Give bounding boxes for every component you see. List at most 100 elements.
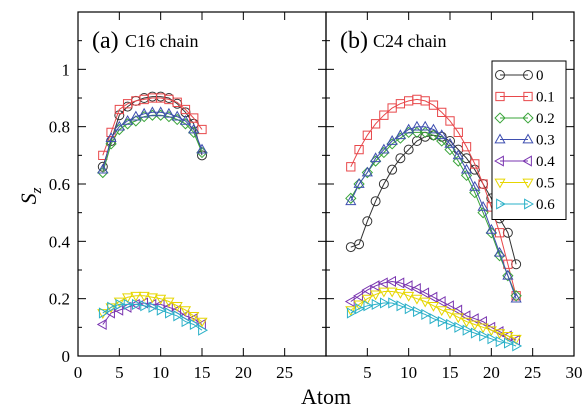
data-point-0: [461, 153, 472, 164]
data-point-0: [403, 144, 414, 155]
data-point-0-4: [121, 301, 132, 313]
legend-marker: [523, 91, 533, 102]
data-point-0-3: [394, 129, 406, 140]
data-point-0-1: [139, 94, 149, 105]
data-point-0-3: [353, 178, 365, 188]
data-point-0-3: [138, 107, 150, 118]
legend-entry-0-6: 0.6: [496, 197, 555, 213]
series-0-5: [345, 287, 522, 345]
x-axis-title: Atom: [301, 384, 351, 409]
data-point-0-1: [461, 142, 472, 152]
data-point-0-6: [371, 298, 382, 310]
data-point-0-5: [436, 306, 448, 317]
data-point-0-1: [189, 113, 199, 123]
data-point-0-3: [494, 246, 506, 257]
data-point-0-3: [378, 143, 390, 154]
panel-label: (a): [92, 28, 119, 54]
data-point-0-3: [411, 120, 423, 131]
data-point-0-6: [404, 303, 415, 315]
series-line-0-3: [102, 111, 203, 170]
x-tick-label: 25: [524, 363, 541, 382]
data-point-0-3: [361, 166, 373, 177]
series-line-0-2: [102, 114, 203, 173]
data-point-0-6: [115, 298, 126, 310]
y-tick-label: 1: [62, 60, 71, 79]
data-point-0-1: [122, 99, 133, 109]
series-line-0-4: [102, 302, 203, 325]
data-point-0-6: [495, 336, 506, 348]
data-point-0-5: [460, 317, 473, 328]
data-point-0-5: [469, 320, 481, 331]
series-0-4: [344, 275, 521, 346]
data-point-0-3: [436, 129, 448, 140]
data-point-0-4: [427, 291, 438, 303]
data-point-0-1: [453, 127, 463, 138]
data-point-0-4: [386, 275, 397, 288]
legend-marker: [522, 155, 532, 167]
legend-marker: [494, 133, 506, 144]
data-point-0-4: [435, 295, 446, 308]
data-point-0: [354, 239, 365, 250]
data-point-0-3: [130, 110, 142, 121]
x-tick-label: 20: [483, 363, 500, 382]
data-point-0-3: [444, 137, 456, 148]
data-point-0-3: [122, 114, 134, 125]
data-point-0-4: [452, 304, 463, 316]
data-point-0-6: [470, 327, 481, 339]
series-line-0-6: [102, 303, 203, 331]
data-point-0-5: [155, 294, 167, 305]
legend-label: 0.2: [536, 111, 555, 127]
legend-box: [491, 60, 567, 220]
data-point-0-3: [452, 149, 464, 160]
data-point-0-3: [469, 180, 481, 191]
data-point-0-6: [123, 298, 134, 310]
panel-label: (b): [340, 28, 368, 54]
data-point-0: [362, 216, 373, 227]
legend-marker: [494, 155, 504, 167]
legend-entry-0-5: 0.5: [494, 176, 555, 192]
series-line-0: [350, 134, 517, 265]
data-point-0-4: [377, 277, 388, 289]
data-point-0-2: [419, 126, 431, 139]
data-point-0-6: [396, 300, 407, 312]
data-point-0-2: [411, 126, 423, 139]
legend-label: 0.3: [536, 133, 555, 149]
legend-label: 0: [536, 68, 544, 84]
data-point-0-1: [346, 162, 356, 172]
data-point-0-5: [510, 334, 522, 345]
series-0-6: [346, 297, 523, 352]
data-point-0-6: [454, 321, 465, 333]
x-tick-label: 5: [115, 363, 124, 382]
data-point-0-5: [361, 294, 373, 305]
data-point-0-6: [421, 308, 432, 321]
data-point-0-1: [354, 144, 364, 155]
data-point-0-1: [387, 103, 397, 113]
data-point-0-5: [386, 287, 398, 298]
legend-marker: [523, 70, 533, 80]
data-point-0-6: [140, 300, 151, 312]
x-tick-label: 5: [363, 363, 372, 382]
data-point-0-4: [419, 287, 430, 299]
legend-entry-0-4: 0.4: [494, 154, 555, 170]
data-point-0-6: [156, 304, 167, 316]
data-point-0-6: [363, 300, 374, 312]
series-0-3: [345, 120, 522, 303]
data-point-0: [370, 196, 381, 207]
data-point-0-4: [96, 318, 107, 331]
data-point-0-6: [181, 316, 192, 328]
x-tick-label: 15: [194, 363, 211, 382]
data-point-0-3: [485, 223, 497, 234]
data-point-0-4: [344, 295, 355, 308]
legend-label: 0.4: [536, 154, 555, 170]
data-point-0-3: [427, 123, 440, 134]
data-point-0-6: [165, 307, 175, 319]
panel-sublabel: C24 chain: [373, 31, 447, 51]
data-point-0-1: [370, 119, 381, 129]
legend-marker: [495, 70, 505, 80]
data-point-0-1: [395, 99, 406, 109]
data-point-0-6: [446, 318, 456, 331]
data-point-0-5: [113, 297, 125, 308]
data-point-0-3: [97, 163, 109, 174]
data-point-0: [395, 153, 406, 164]
